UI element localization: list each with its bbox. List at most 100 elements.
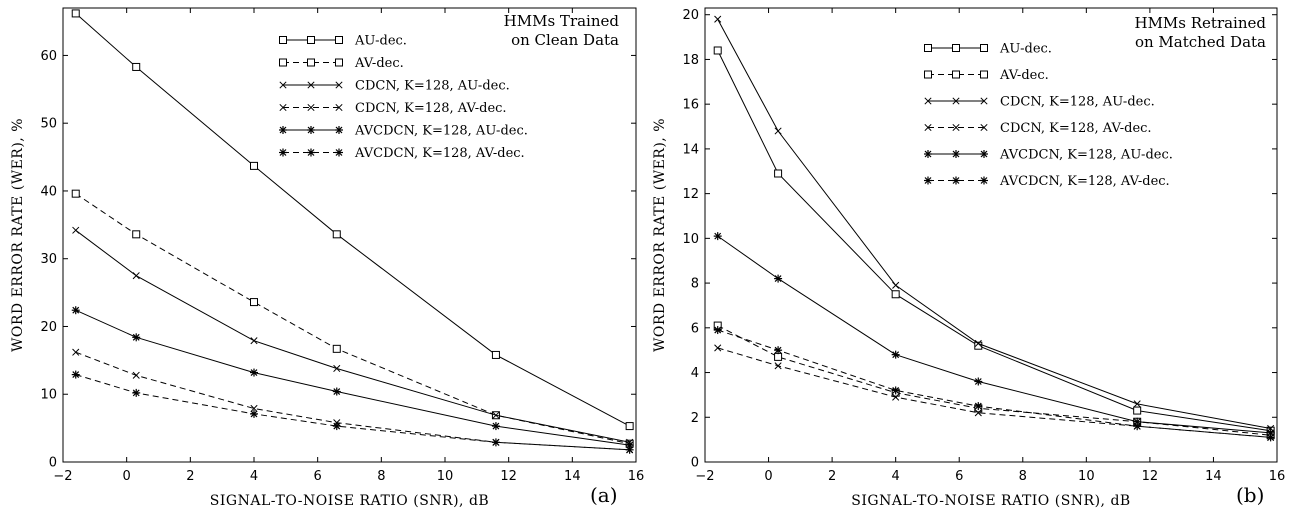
data-point-stroke [72,371,80,379]
legend-entry: CDCN, K=128, AU-dec. [924,95,1155,110]
series-line [75,193,630,445]
data-point [774,274,783,283]
x-tick-label: 10 [1078,469,1095,484]
legend-marker-stroke [279,103,287,112]
legend-marker-stroke [980,150,988,158]
legend-marker-stroke [307,126,315,134]
data-point-stroke [626,446,634,454]
legend-entry: AVCDCN, K=128, AU-dec. [279,124,528,139]
x-tick-label: 8 [1019,469,1027,484]
legend-marker [279,36,287,44]
data-point [250,161,258,170]
legend-marker [924,176,932,185]
data-point-stroke [333,364,341,373]
legend-marker [980,70,988,79]
series-6 [713,326,1275,442]
chart-title-line: on Matched Data [1135,33,1266,51]
legend-marker [307,58,315,67]
data-point [332,422,341,431]
data-point-stroke [333,422,341,430]
data-point [71,306,80,315]
chart-title-line: HMMs Trained [504,12,620,30]
legend-marker-stroke [980,177,988,184]
y-tick-label: 30 [40,252,57,267]
legend-entry: CDCN, K=128, AV-dec. [924,121,1152,136]
legend-marker-stroke [335,81,343,89]
data-point-stroke [72,226,80,234]
data-point [713,232,722,241]
x-tick-label: 6 [314,469,322,484]
series-line [75,229,630,443]
x-tick-label: 10 [437,469,454,484]
data-point-stroke [492,422,500,430]
series-3 [72,226,634,446]
data-point-stroke [892,351,900,359]
series-3 [714,15,1275,433]
data-point [713,326,722,335]
x-tick-label: 14 [564,469,581,484]
legend-entry: AVCDCN, K=128, AV-dec. [924,174,1170,189]
y-tick-label: 16 [682,98,699,113]
data-point [132,333,141,342]
y-tick-label: 12 [682,187,699,202]
data-point [774,127,782,135]
legend-marker-stroke [279,149,287,156]
series-line [75,13,630,427]
legend-entry: CDCN, K=128, AV-dec. [279,101,507,116]
series-line [717,325,1271,436]
data-point-stroke [132,389,140,397]
data-point-stroke [132,272,140,280]
series-line [717,235,1271,434]
data-point-stroke [1267,433,1275,441]
legend-marker [279,148,287,157]
plot-frame [62,7,637,463]
y-tick-label: 50 [40,117,57,132]
legend-marker-stroke [279,81,287,89]
x-tick-label: −2 [53,469,72,484]
legend-marker [924,97,932,105]
data-point-stroke [974,378,982,385]
x-tick-label: −2 [695,469,714,484]
legend-label: AU-dec. [354,34,407,49]
legend-entry: AU-dec. [924,42,1052,57]
x-tick-label: 4 [250,469,258,484]
series-2 [71,189,634,448]
legend-label: CDCN, K=128, AV-dec. [1000,121,1152,136]
data-point [132,388,141,397]
data-point [974,409,982,417]
data-point [891,350,900,359]
x-tick-label: 16 [1269,469,1286,484]
x-tick-label: 0 [123,469,131,484]
legend-marker [980,44,988,52]
legend-marker-stroke [335,126,343,134]
data-point-stroke [974,339,982,348]
series-2 [713,321,1275,440]
legend-label: CDCN, K=128, AU-dec. [1000,95,1155,110]
legend-label: AVCDCN, K=128, AU-dec. [354,124,528,139]
data-point-stroke [492,411,500,419]
data-point-stroke [492,438,500,446]
data-point [774,362,782,370]
series-line [717,329,1271,438]
data-point-stroke [250,404,258,413]
x-tick-label: 4 [892,469,900,484]
data-point [891,290,900,299]
data-point [333,364,341,373]
series-line [75,351,630,451]
data-point [250,298,258,307]
data-point-stroke [1133,422,1141,430]
data-point [491,350,500,359]
data-point [250,337,258,345]
data-point-stroke [892,281,900,289]
data-point [250,368,258,377]
legend-marker [279,126,287,134]
series-5 [713,232,1275,437]
x-tick-label: 2 [186,469,194,484]
y-tick-label: 60 [40,49,57,64]
legend-label: AV-dec. [354,56,404,71]
data-point [332,387,341,396]
legend-marker [980,176,988,185]
legend-marker [980,97,988,105]
legend-marker-stroke [952,97,960,105]
legend-marker [335,36,343,44]
